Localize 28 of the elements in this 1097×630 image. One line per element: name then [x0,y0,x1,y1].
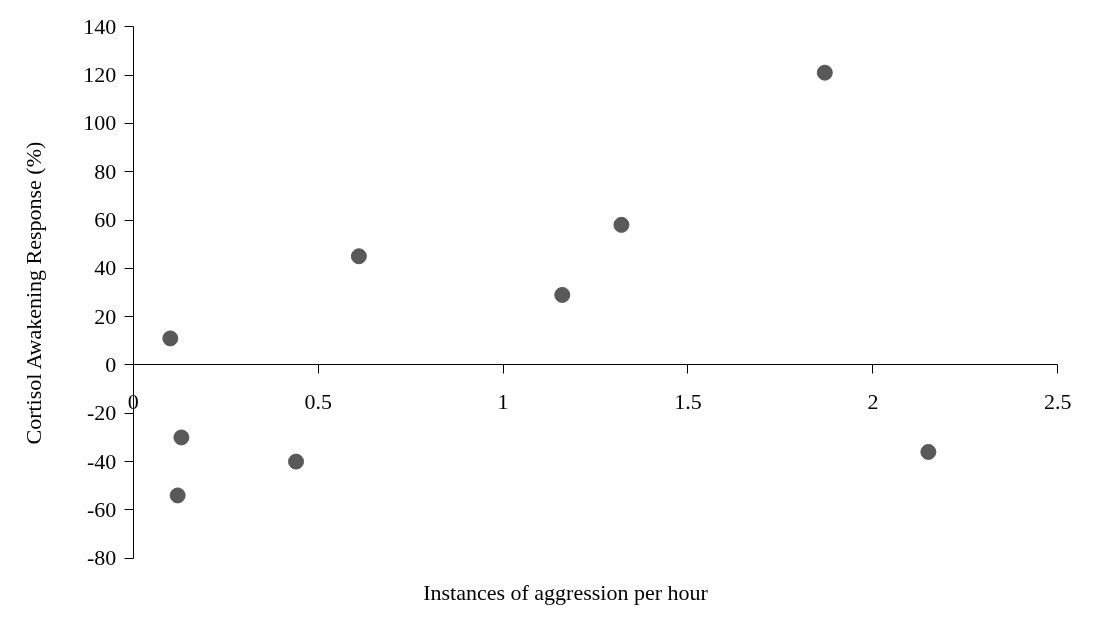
y-tick-label: 0 [105,351,117,377]
point [162,330,179,347]
point [169,487,186,504]
point [920,443,937,460]
y-tick-label: 100 [83,110,117,136]
point [173,429,190,446]
point [613,216,630,233]
y-axis-title: Cortisol Awakening Response (%) [20,141,46,445]
x-tick-label: 1 [497,388,509,414]
y-tick-label: -40 [87,448,117,474]
y-tick-label: 60 [94,207,117,233]
y-tick-label: -80 [87,545,117,571]
x-tick-label: 2 [867,388,879,414]
y-tick-label: 140 [83,13,117,39]
x-tick-label: 0.5 [304,388,332,414]
y-tick-label: -20 [87,400,117,426]
point [350,248,367,265]
point [816,64,833,81]
y-tick-label: 40 [94,255,117,281]
point [554,286,571,303]
point [288,453,305,470]
y-tick-label: 80 [94,158,117,184]
y-tick-label: 20 [94,303,117,329]
y-tick-label: -60 [87,496,117,522]
y-tick-label: 120 [83,62,117,88]
x-tick-label: 2.5 [1044,388,1072,414]
x-tick-label: 1.5 [674,388,702,414]
x-axis-title: Instances of aggression per hour [423,579,709,605]
